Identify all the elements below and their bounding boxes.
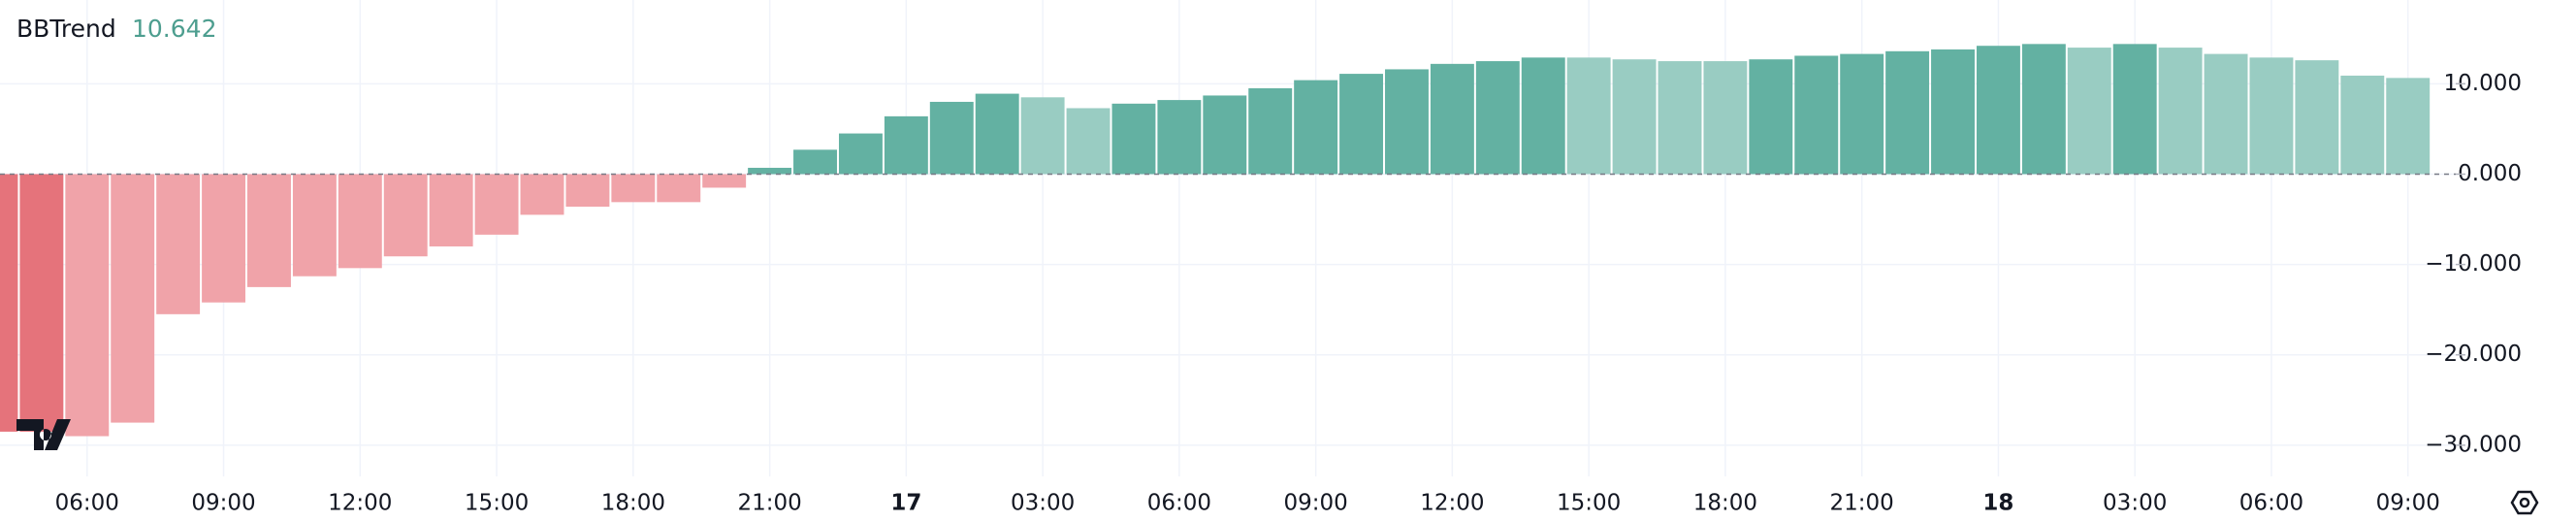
bar bbox=[748, 167, 792, 175]
bar bbox=[202, 174, 246, 303]
bar bbox=[1703, 61, 1748, 175]
bar bbox=[1794, 55, 1839, 175]
bar bbox=[1294, 80, 1338, 175]
bar bbox=[1521, 57, 1565, 175]
bar bbox=[111, 174, 155, 423]
logo-shape bbox=[16, 419, 71, 450]
bar bbox=[1566, 57, 1611, 175]
bar bbox=[1066, 108, 1111, 175]
x-tick-label: 15:00 bbox=[465, 491, 529, 516]
bar bbox=[65, 174, 110, 437]
bar bbox=[1976, 46, 2020, 175]
bar bbox=[611, 174, 656, 203]
bar bbox=[1248, 87, 1293, 175]
y-tick-label: −20.000 bbox=[2425, 342, 2522, 367]
bar bbox=[1157, 100, 1202, 175]
settings-icon[interactable] bbox=[2510, 490, 2539, 515]
x-tick-label: 18:00 bbox=[1693, 491, 1757, 516]
x-tick-label: 09:00 bbox=[1283, 491, 1347, 516]
bar bbox=[702, 174, 747, 188]
bar bbox=[1840, 53, 1884, 175]
bar bbox=[838, 133, 883, 175]
x-tick-label: 09:00 bbox=[2376, 491, 2440, 516]
indicator-value: 10.642 bbox=[132, 15, 216, 43]
x-tick-label: 09:00 bbox=[191, 491, 255, 516]
x-tick-label: 06:00 bbox=[1147, 491, 1211, 516]
bar bbox=[247, 174, 291, 287]
bar bbox=[292, 174, 337, 277]
x-tick-label: 18 bbox=[1982, 491, 2013, 516]
x-tick-label: 17 bbox=[890, 491, 921, 516]
bar bbox=[1111, 103, 1156, 175]
y-tick-label: 10.000 bbox=[2444, 71, 2522, 96]
y-tick-label: 0.000 bbox=[2458, 161, 2522, 186]
bar bbox=[19, 174, 64, 432]
bar bbox=[2249, 57, 2294, 175]
x-tick-label: 21:00 bbox=[737, 491, 801, 516]
bar bbox=[657, 174, 701, 203]
bar bbox=[474, 174, 519, 235]
bar bbox=[1203, 95, 1247, 175]
x-tick-label: 03:00 bbox=[2103, 491, 2167, 516]
tradingview-logo bbox=[16, 419, 71, 450]
indicator-name: BBTrend bbox=[16, 15, 116, 43]
bar bbox=[156, 174, 201, 314]
bar bbox=[2386, 78, 2431, 175]
bar bbox=[2112, 44, 2157, 175]
bar bbox=[793, 149, 837, 175]
x-tick-label: 15:00 bbox=[1557, 491, 1621, 516]
bar bbox=[1931, 49, 1975, 175]
bar bbox=[429, 174, 473, 246]
bar bbox=[975, 93, 1019, 175]
x-tick-label: 18:00 bbox=[601, 491, 665, 516]
bar bbox=[2295, 60, 2339, 175]
x-tick-label: 06:00 bbox=[55, 491, 119, 516]
y-tick-label: −10.000 bbox=[2425, 251, 2522, 277]
bar bbox=[1749, 59, 1793, 175]
bar bbox=[1385, 69, 1429, 175]
bar bbox=[1885, 50, 1930, 175]
bar bbox=[2204, 53, 2248, 175]
settings-hex[interactable] bbox=[2510, 490, 2539, 515]
bar bbox=[2067, 48, 2111, 175]
bar bbox=[1612, 59, 1657, 175]
x-tick-label: 12:00 bbox=[328, 491, 392, 516]
bar bbox=[520, 174, 564, 215]
bar bbox=[1339, 74, 1384, 175]
bar bbox=[565, 174, 610, 207]
bar bbox=[884, 115, 928, 175]
bar bbox=[2340, 75, 2385, 175]
bar bbox=[338, 174, 382, 269]
bar bbox=[2021, 44, 2066, 175]
bar bbox=[2158, 48, 2203, 175]
bar bbox=[1475, 61, 1520, 175]
plot bbox=[0, 0, 2456, 476]
x-tick-label: 12:00 bbox=[1420, 491, 1484, 516]
bar bbox=[0, 174, 18, 432]
bar bbox=[1020, 97, 1065, 175]
bar bbox=[929, 101, 974, 175]
settings-dot[interactable] bbox=[2519, 497, 2530, 508]
x-tick-label: 21:00 bbox=[1830, 491, 1894, 516]
bar bbox=[1430, 63, 1474, 175]
bar bbox=[383, 174, 428, 257]
bar bbox=[1658, 61, 1702, 175]
y-tick-label: −30.000 bbox=[2425, 432, 2522, 457]
x-tick-label: 06:00 bbox=[2239, 491, 2303, 516]
x-tick-label: 03:00 bbox=[1011, 491, 1075, 516]
